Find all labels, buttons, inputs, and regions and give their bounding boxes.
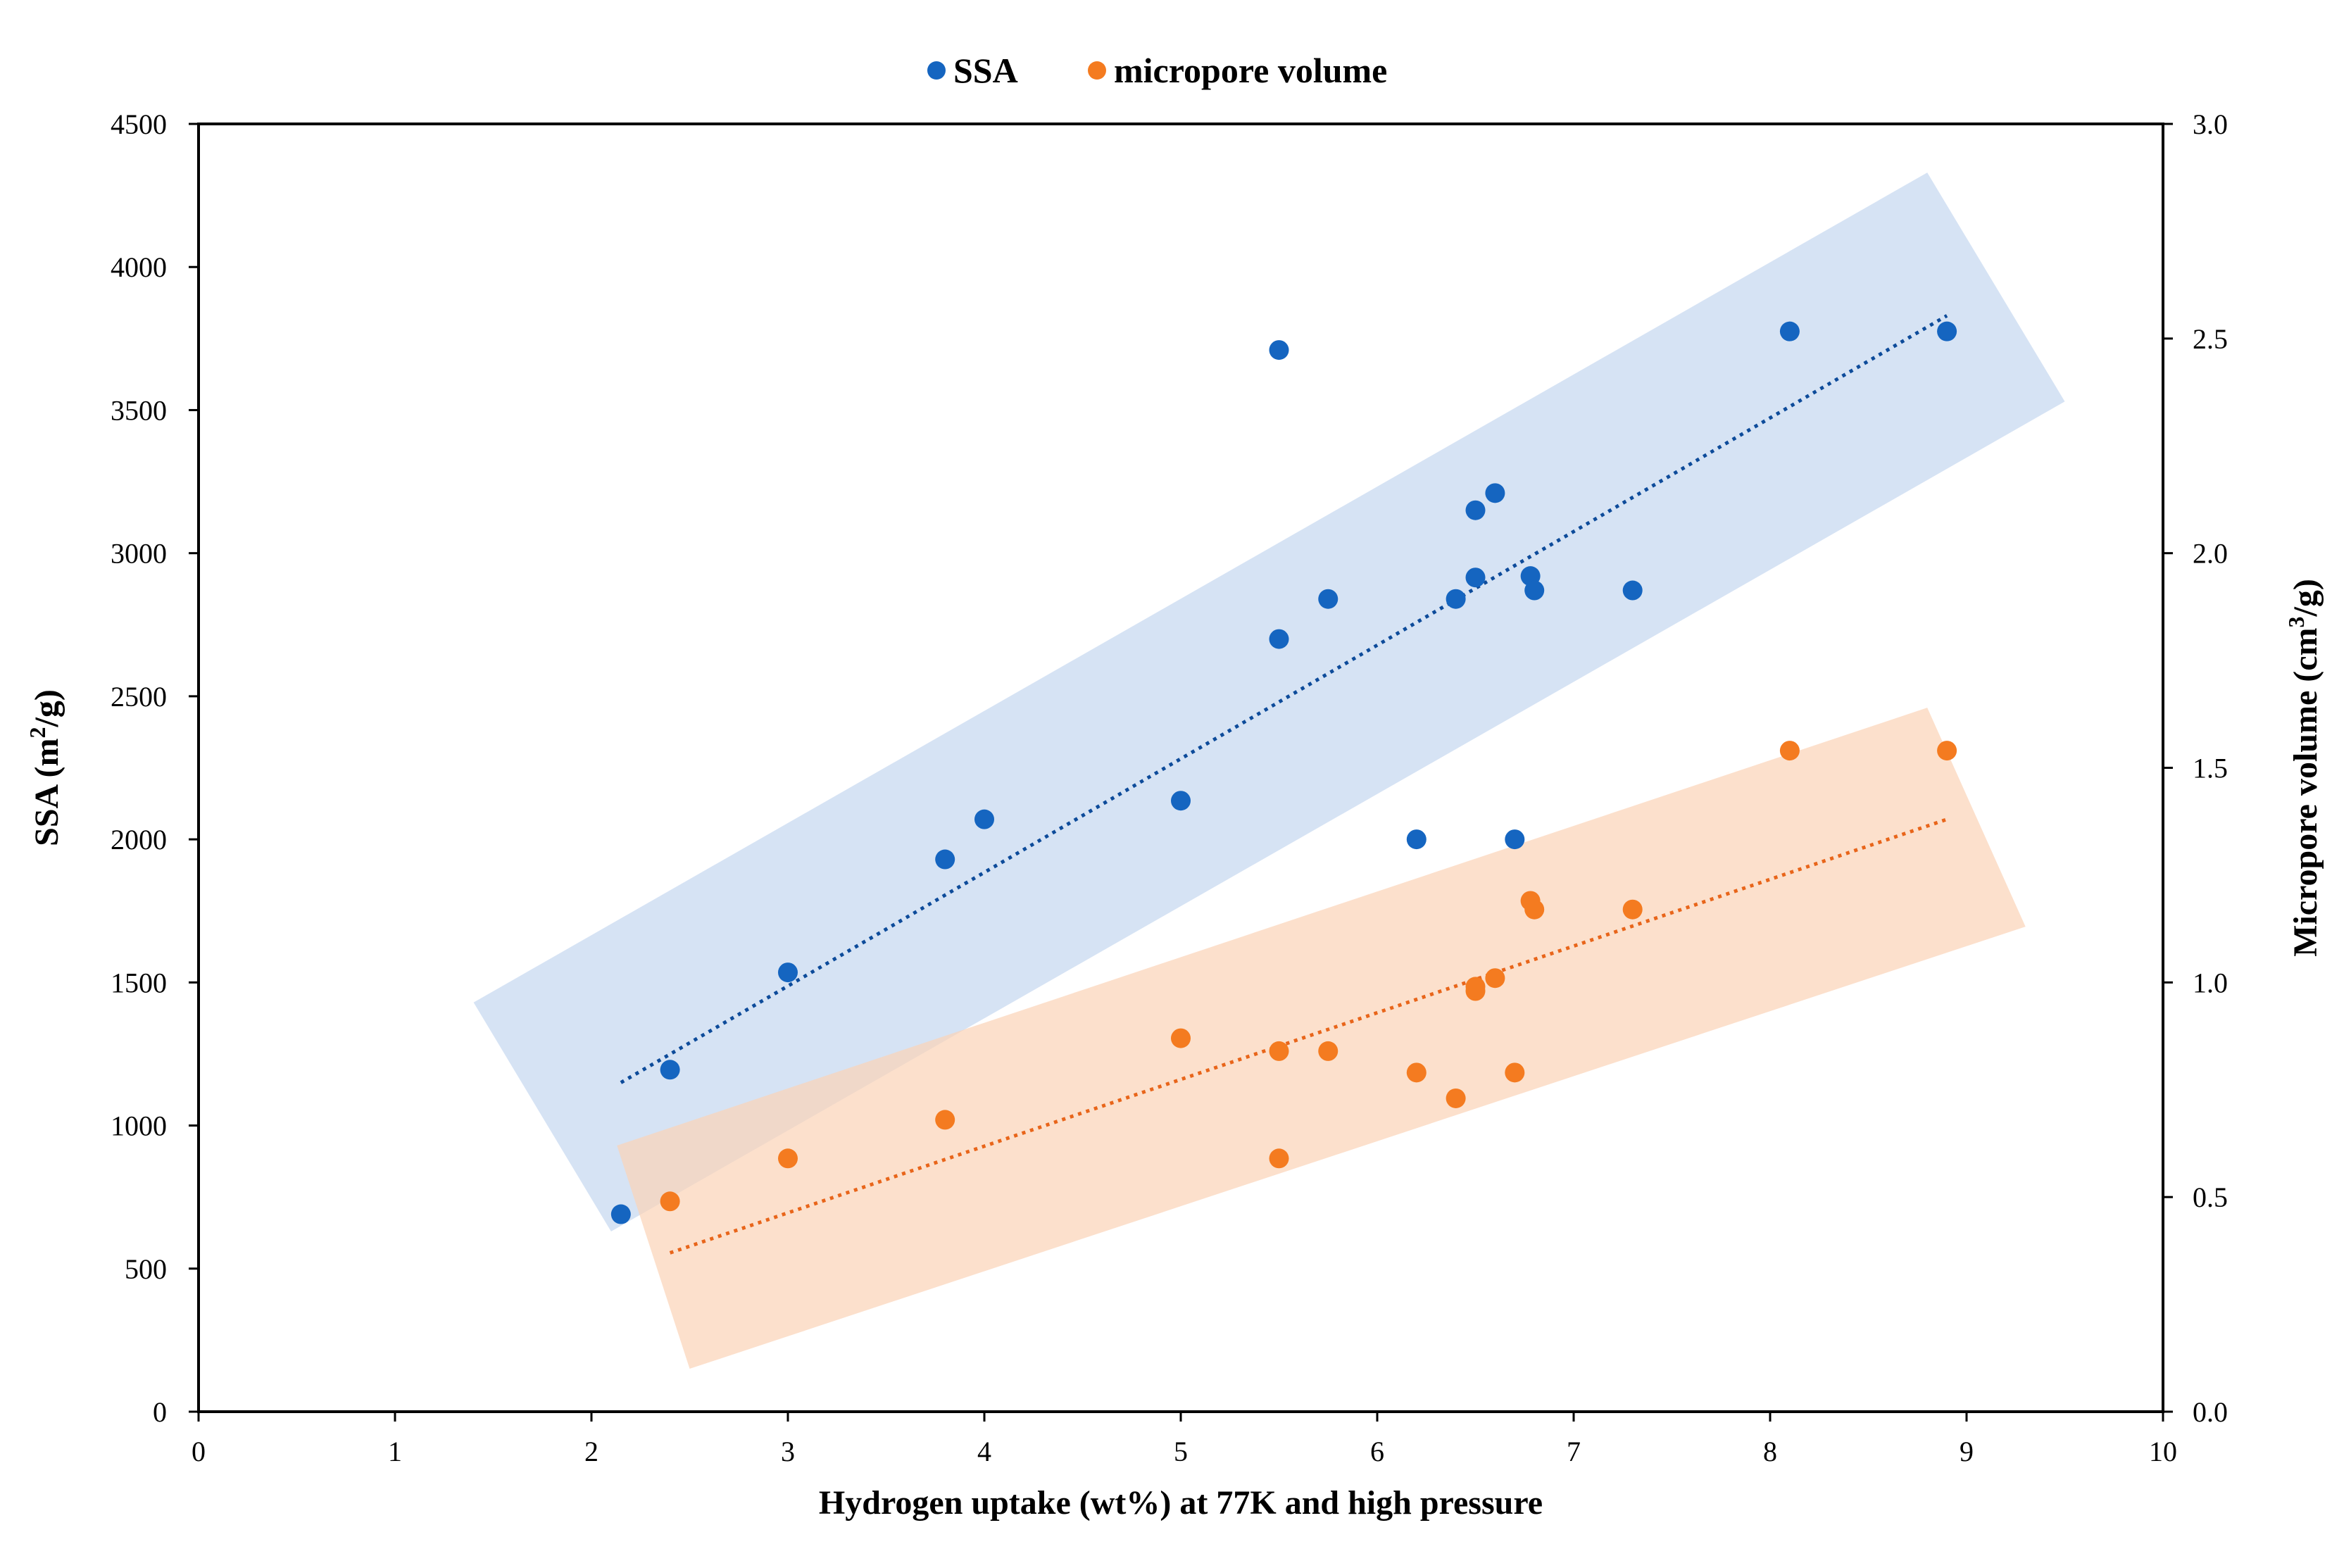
legend-marker-ssa (927, 61, 946, 80)
point-ssa-3 (935, 849, 955, 870)
right-y-tick-label: 0.5 (2193, 1181, 2228, 1213)
left-y-tick-label: 500 (125, 1253, 167, 1285)
point-micropore-2 (935, 1110, 955, 1130)
point-ssa-2 (778, 962, 798, 983)
point-ssa-19 (1937, 321, 1957, 341)
x-tick-label: 3 (781, 1436, 795, 1467)
left-y-tick-label: 0 (153, 1396, 167, 1428)
point-ssa-4 (974, 809, 994, 829)
point-ssa-8 (1318, 589, 1338, 609)
x-tick-label: 7 (1567, 1436, 1581, 1467)
point-ssa-1 (660, 1060, 680, 1080)
right-y-tick-label: 2.5 (2193, 323, 2228, 355)
band-ssa (473, 173, 2065, 1231)
x-tick-label: 4 (977, 1436, 991, 1467)
point-ssa-14 (1505, 829, 1525, 850)
point-micropore-15 (1622, 899, 1643, 920)
x-tick-label: 1 (388, 1436, 402, 1467)
left-y-tick-label: 4000 (111, 251, 167, 283)
left-y-axis-title: SSA (m2/g) (25, 689, 65, 846)
trendline-ssa (620, 314, 1948, 1084)
legend-label-ssa: SSA (953, 51, 1018, 90)
point-micropore-4 (1269, 1041, 1289, 1061)
left-y-tick-label: 2000 (111, 824, 167, 855)
x-tick-label: 9 (1960, 1436, 1974, 1467)
point-ssa-7 (1269, 340, 1289, 360)
left-y-tick-label: 1000 (111, 1110, 167, 1142)
left-y-tick-label: 1500 (111, 967, 167, 998)
left-y-tick-label: 2500 (111, 681, 167, 713)
x-tick-label: 10 (2149, 1436, 2177, 1467)
legend-marker-micropore (1088, 61, 1106, 80)
legend: SSA micropore volume (927, 51, 1387, 90)
right-y-tick-label: 2.0 (2193, 538, 2228, 570)
point-ssa-5 (1171, 791, 1191, 811)
data-points (610, 321, 1957, 1224)
x-axis-title: Hydrogen uptake (wt%) at 77K and high pr… (819, 1484, 1543, 1522)
left-y-tick-label: 3500 (111, 394, 167, 426)
x-tick-label: 5 (1174, 1436, 1188, 1467)
point-micropore-8 (1446, 1088, 1466, 1108)
point-ssa-18 (1779, 321, 1800, 341)
right-y-tick-label: 0.0 (2193, 1396, 2228, 1428)
point-ssa-11 (1465, 567, 1486, 588)
left-y-tick-label: 4500 (111, 108, 167, 140)
tick-labels: 0 1 2 3 4 5 6 7 8 9 10 0 500 1000 1500 2000 2500 3000 3500… (111, 108, 2228, 1467)
point-micropore-12 (1505, 1062, 1525, 1083)
x-tick-label: 2 (584, 1436, 598, 1467)
point-micropore-17 (1937, 741, 1957, 761)
x-tick-label: 6 (1370, 1436, 1384, 1467)
point-micropore-0 (660, 1191, 680, 1212)
point-ssa-6 (1269, 629, 1289, 649)
point-micropore-11 (1485, 968, 1505, 989)
right-y-tick-label: 1.0 (2193, 967, 2228, 998)
point-micropore-3 (1171, 1028, 1191, 1048)
right-y-tick-label: 3.0 (2193, 108, 2228, 140)
point-ssa-13 (1485, 483, 1505, 503)
trendlines (620, 314, 1948, 1255)
point-micropore-10 (1465, 977, 1486, 997)
axis-ticks (189, 123, 2173, 1422)
right-y-axis-title: Micropore volume (cm3/g) (2283, 579, 2324, 957)
band-micropore (617, 708, 2026, 1369)
point-micropore-14 (1524, 899, 1545, 920)
point-ssa-0 (610, 1204, 631, 1224)
point-ssa-9 (1406, 829, 1427, 850)
point-micropore-16 (1779, 741, 1800, 761)
point-micropore-6 (1318, 1041, 1338, 1061)
x-tick-label: 8 (1763, 1436, 1777, 1467)
x-tick-label: 0 (192, 1436, 206, 1467)
point-ssa-16 (1524, 580, 1545, 601)
confidence-bands (473, 173, 2065, 1369)
point-micropore-1 (778, 1148, 798, 1169)
right-y-tick-label: 1.5 (2193, 753, 2228, 784)
point-ssa-12 (1465, 500, 1486, 520)
point-micropore-5 (1269, 1148, 1289, 1169)
left-y-tick-label: 3000 (111, 538, 167, 570)
point-ssa-10 (1446, 589, 1466, 609)
point-micropore-7 (1406, 1062, 1427, 1083)
legend-label-micropore: micropore volume (1114, 51, 1387, 90)
point-ssa-17 (1622, 580, 1643, 601)
